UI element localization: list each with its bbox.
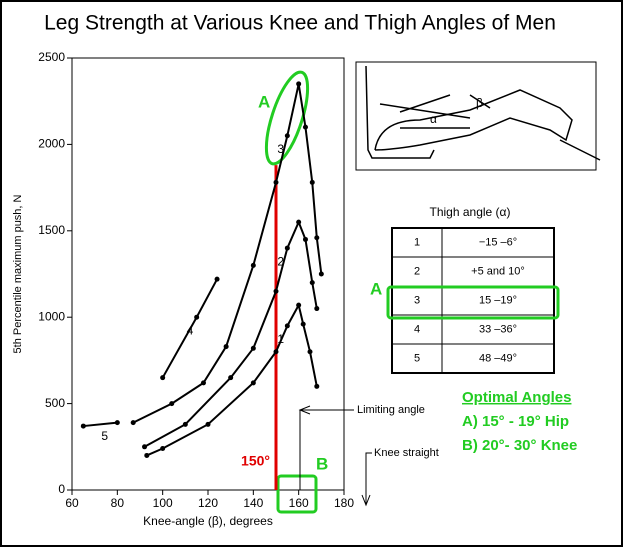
series-name: 4	[187, 323, 194, 337]
point	[142, 444, 148, 450]
point	[160, 446, 166, 452]
point	[309, 280, 315, 286]
point	[314, 306, 320, 312]
highlight-row	[386, 285, 560, 320]
chart-title: Leg Strength at Various Knee and Thigh A…	[44, 12, 556, 35]
x-tick-label: 120	[198, 496, 218, 510]
peak-highlight	[264, 70, 310, 166]
point	[80, 423, 86, 429]
x-tick-label: 160	[289, 496, 309, 510]
optimal-title: Optimal Angles	[462, 389, 571, 406]
table-marker: A	[370, 279, 382, 298]
b-highlight	[276, 474, 318, 514]
point	[318, 271, 324, 277]
point	[250, 345, 256, 351]
point	[194, 314, 200, 320]
point	[160, 375, 166, 381]
table-cell: 5	[414, 352, 420, 364]
point	[302, 124, 308, 130]
point	[273, 179, 279, 185]
svg-text:β: β	[476, 96, 483, 110]
limiting-label: Limiting angle	[357, 404, 425, 416]
point	[250, 262, 256, 268]
table-cell: 33 –36°	[479, 323, 517, 335]
point	[144, 452, 150, 458]
table-cell: 48 –49°	[479, 352, 517, 364]
knee-straight-label: Knee straight	[374, 447, 439, 459]
point	[205, 421, 211, 427]
point	[314, 383, 320, 389]
y-tick-label: 1500	[38, 223, 65, 237]
table-cell: −15 –6°	[479, 236, 517, 248]
point	[273, 288, 279, 294]
optimal-knee: B) 20°- 30° Knee	[462, 437, 577, 454]
point	[273, 349, 279, 355]
knee-arrow	[361, 452, 372, 507]
series-name: 5	[101, 429, 108, 443]
point	[228, 375, 234, 381]
y-tick-label: 2000	[38, 137, 65, 151]
point	[296, 219, 302, 225]
a-label: A	[258, 92, 270, 111]
x-tick-label: 80	[111, 496, 125, 510]
x-tick-label: 140	[243, 496, 263, 510]
series-line	[144, 219, 318, 448]
y-tick-label: 0	[58, 482, 65, 496]
point	[223, 344, 229, 350]
y-tick-label: 2500	[38, 50, 65, 64]
svg-text:α: α	[430, 112, 437, 126]
point	[182, 421, 188, 427]
series-line	[132, 83, 323, 424]
table-cell: 4	[414, 323, 420, 335]
point	[214, 276, 220, 282]
table-header: Thigh angle (α)	[430, 205, 511, 219]
table-cell: 3	[414, 294, 420, 306]
point	[250, 380, 256, 386]
table-frame	[391, 227, 555, 374]
point	[284, 323, 290, 329]
y-tick-label: 500	[45, 396, 65, 410]
table-cell: 15 –19°	[479, 294, 517, 306]
point	[114, 420, 120, 426]
table-cell: 1	[414, 236, 420, 248]
x-axis-label: Knee-angle (β), degrees	[143, 514, 273, 528]
series-name: 2	[277, 254, 284, 268]
x-tick-label: 100	[153, 496, 173, 510]
point	[200, 380, 206, 386]
x-tick-label: 180	[334, 496, 354, 510]
point	[284, 133, 290, 139]
optimal-hip: A) 15° - 19° Hip	[462, 413, 569, 430]
leg-sketch: α β	[355, 61, 601, 171]
limiting-arrow	[298, 405, 354, 490]
point	[130, 420, 136, 426]
series-line	[146, 302, 318, 457]
point	[296, 302, 302, 308]
point	[296, 81, 302, 87]
point	[284, 245, 290, 251]
x-tick-label: 60	[65, 496, 79, 510]
series-name: 1	[277, 332, 284, 346]
point	[307, 349, 313, 355]
y-tick-label: 1000	[38, 309, 65, 323]
series-name: 3	[277, 142, 284, 156]
point	[169, 401, 175, 407]
point	[309, 179, 315, 185]
reference-label: 150°	[241, 453, 270, 469]
b-label: B	[316, 454, 328, 473]
series-line	[83, 421, 118, 428]
point	[314, 235, 320, 241]
y-axis-label: 5th Percentile maximum push, N	[12, 194, 24, 353]
point	[300, 321, 306, 327]
table: 1 −15 –6° 2 +5 and 10° 3 15 –19° 4 33 –36° 5 48 –…	[391, 227, 555, 374]
table-cell: +5 and 10°	[471, 265, 525, 277]
point	[302, 236, 308, 242]
table-cell: 2	[414, 265, 420, 277]
